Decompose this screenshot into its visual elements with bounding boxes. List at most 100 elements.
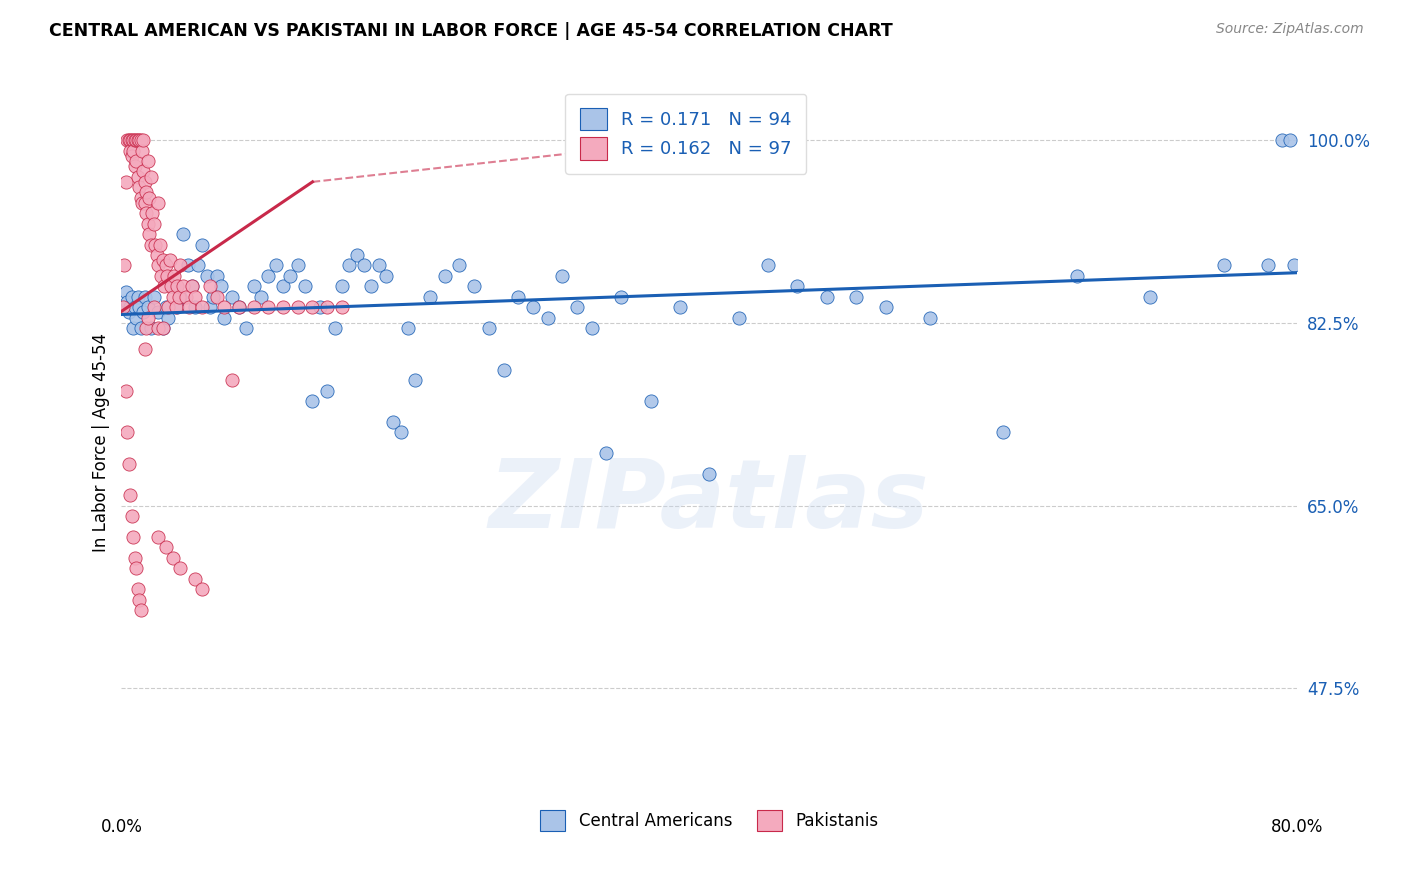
Point — [174, 290, 197, 304]
Point — [134, 290, 156, 304]
Point — [172, 279, 194, 293]
Point — [308, 300, 330, 314]
Point — [141, 206, 163, 220]
Point — [235, 321, 257, 335]
Point — [162, 279, 184, 293]
Point — [162, 550, 184, 565]
Point — [449, 259, 471, 273]
Point — [139, 321, 162, 335]
Point — [118, 457, 141, 471]
Point — [433, 268, 456, 283]
Point — [124, 133, 146, 147]
Point — [125, 133, 148, 147]
Point — [125, 561, 148, 575]
Point — [205, 290, 228, 304]
Point — [142, 217, 165, 231]
Point — [163, 268, 186, 283]
Point — [131, 195, 153, 210]
Point — [162, 290, 184, 304]
Point — [117, 425, 139, 440]
Point — [301, 300, 323, 314]
Point — [134, 175, 156, 189]
Point — [993, 425, 1015, 440]
Point — [135, 186, 157, 200]
Point — [1271, 133, 1294, 147]
Point — [551, 268, 574, 283]
Point — [124, 159, 146, 173]
Point — [640, 394, 662, 409]
Point — [257, 268, 280, 283]
Point — [124, 550, 146, 565]
Point — [155, 300, 177, 314]
Point — [169, 561, 191, 575]
Point — [159, 253, 181, 268]
Point — [221, 290, 243, 304]
Text: Source: ZipAtlas.com: Source: ZipAtlas.com — [1216, 22, 1364, 37]
Point — [156, 268, 179, 283]
Point — [160, 279, 183, 293]
Point — [134, 195, 156, 210]
Point — [153, 279, 176, 293]
Point — [121, 509, 143, 524]
Point — [127, 133, 149, 147]
Point — [537, 310, 560, 325]
Point — [118, 133, 141, 147]
Point — [120, 144, 142, 158]
Point — [143, 237, 166, 252]
Point — [117, 133, 139, 147]
Point — [201, 290, 224, 304]
Point — [127, 169, 149, 184]
Point — [127, 582, 149, 596]
Point — [172, 227, 194, 241]
Point — [139, 237, 162, 252]
Point — [166, 300, 188, 314]
Point — [221, 373, 243, 387]
Point — [152, 321, 174, 335]
Point — [280, 268, 302, 283]
Point — [184, 300, 207, 314]
Point — [169, 259, 191, 273]
Point — [150, 268, 173, 283]
Point — [184, 572, 207, 586]
Point — [187, 259, 209, 273]
Point — [149, 237, 172, 252]
Point — [195, 268, 218, 283]
Point — [367, 259, 389, 273]
Point — [1257, 259, 1279, 273]
Point — [142, 290, 165, 304]
Point — [128, 180, 150, 194]
Point — [301, 394, 323, 409]
Point — [198, 300, 221, 314]
Point — [138, 190, 160, 204]
Point — [228, 300, 250, 314]
Point — [287, 300, 309, 314]
Point — [136, 217, 159, 231]
Point — [316, 384, 339, 398]
Point — [330, 300, 353, 314]
Point — [242, 300, 264, 314]
Point — [155, 259, 177, 273]
Point — [198, 279, 221, 293]
Point — [404, 373, 426, 387]
Point — [346, 248, 368, 262]
Point — [117, 295, 139, 310]
Point — [492, 363, 515, 377]
Point — [176, 259, 198, 273]
Point — [1139, 290, 1161, 304]
Point — [1284, 259, 1306, 273]
Point — [294, 279, 316, 293]
Point — [152, 321, 174, 335]
Point — [264, 259, 287, 273]
Point — [129, 133, 152, 147]
Point — [419, 290, 441, 304]
Point — [250, 290, 273, 304]
Point — [214, 310, 236, 325]
Point — [125, 310, 148, 325]
Y-axis label: In Labor Force | Age 45-54: In Labor Force | Age 45-54 — [93, 334, 110, 552]
Point — [148, 259, 170, 273]
Point — [122, 530, 145, 544]
Point — [148, 195, 170, 210]
Point — [129, 321, 152, 335]
Point — [122, 144, 145, 158]
Point — [478, 321, 501, 335]
